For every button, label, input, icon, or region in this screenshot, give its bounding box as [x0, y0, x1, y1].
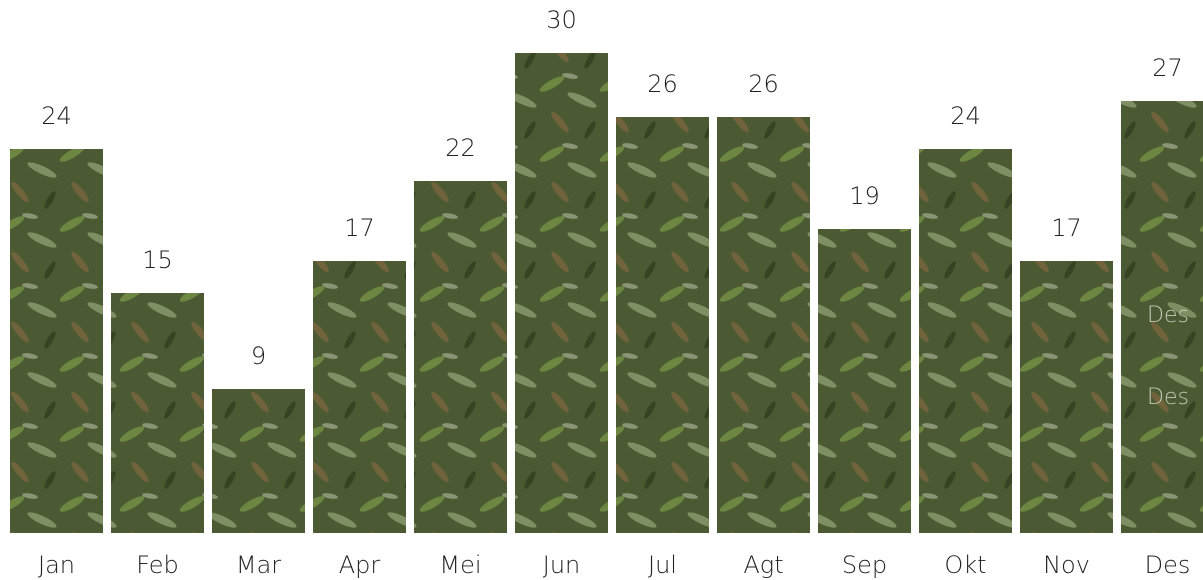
- value-label: 17: [1051, 214, 1082, 242]
- value-label: 27: [1152, 54, 1183, 82]
- bar-texture: [1121, 101, 1203, 533]
- x-tick-label: Agt: [743, 551, 783, 579]
- value-label: 15: [142, 246, 173, 274]
- value-label: 30: [546, 6, 577, 34]
- x-tick-label: Des: [1145, 551, 1191, 579]
- bar-texture: [717, 117, 810, 533]
- value-label: 24: [950, 102, 981, 130]
- x-tick-label: Mei: [439, 551, 481, 579]
- bar-texture: [414, 181, 507, 533]
- value-label: 26: [647, 70, 678, 98]
- annotation: Des: [1147, 303, 1189, 328]
- x-tick-label: Jun: [543, 551, 581, 579]
- value-label: 17: [344, 214, 375, 242]
- bar-texture: [10, 149, 103, 533]
- bar-texture: [212, 389, 305, 533]
- bar-texture: [1020, 261, 1113, 533]
- annotation: Des: [1147, 385, 1189, 410]
- bar-texture: [111, 293, 204, 533]
- bar-texture: [919, 149, 1012, 533]
- x-tick-label: Apr: [339, 551, 381, 579]
- x-tick-label: Sep: [842, 551, 887, 579]
- bar-texture: [313, 261, 406, 533]
- value-label: 26: [748, 70, 779, 98]
- x-tick-label: Jul: [648, 551, 677, 579]
- bar-texture: [616, 117, 709, 533]
- x-tick-label: Mar: [236, 551, 281, 579]
- bar-texture: [818, 229, 911, 533]
- bar-texture: [515, 53, 608, 533]
- value-label: 19: [849, 182, 880, 210]
- x-tick-label: Jan: [38, 551, 75, 579]
- x-tick-label: Okt: [944, 551, 986, 579]
- x-tick-label: Nov: [1043, 551, 1090, 579]
- x-tick-label: Feb: [136, 551, 179, 579]
- value-label: 24: [41, 102, 72, 130]
- value-label: 22: [445, 134, 476, 162]
- value-label: 9: [251, 342, 266, 370]
